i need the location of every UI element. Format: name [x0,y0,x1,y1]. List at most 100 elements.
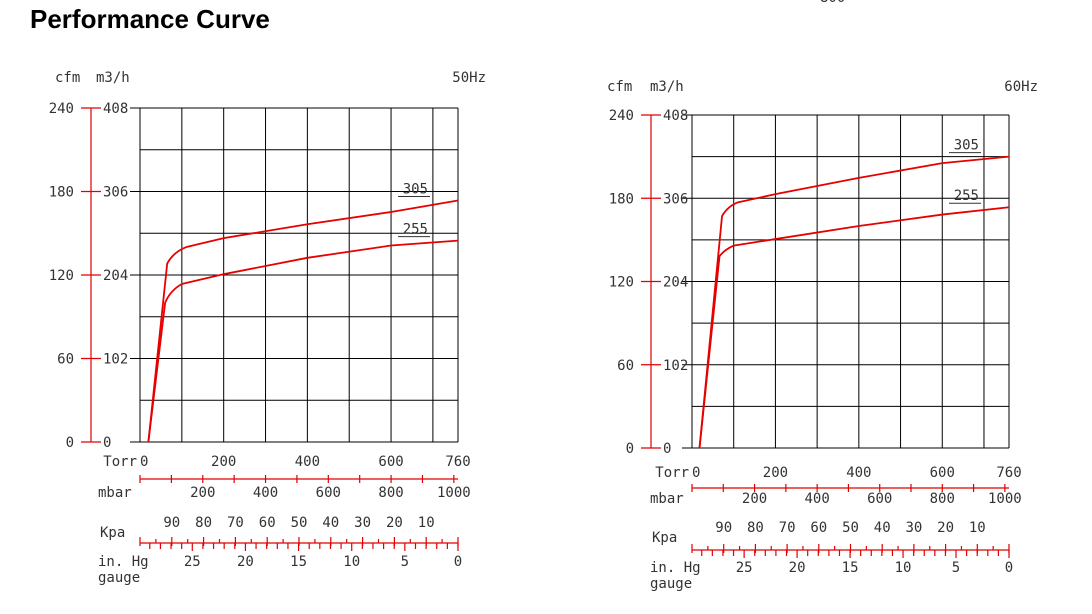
x-tick-torr: 0 [140,454,148,470]
x-label-inhg-gauge: gauge [98,570,140,586]
x-tick-kpa: 30 [905,520,922,536]
y-tick-cfm: 120 [49,268,74,284]
series-label: 255 [954,188,979,204]
frequency-label: 60Hz [1004,79,1038,95]
x-label-torr: Torr [103,454,137,470]
x-tick-kpa: 80 [195,515,212,531]
x-tick-mbar: 1000 [988,491,1022,507]
x-tick-inhg: 0 [1005,560,1013,576]
x-tick-torr: 200 [211,454,236,470]
series-line-305 [698,155,1010,449]
x-tick-mbar: 400 [253,485,278,501]
y-tick-cfm: 120 [609,275,634,291]
y-tick-m3h: 408 [103,101,128,117]
x-label-kpa: Kpa [652,530,677,546]
x-tick-kpa: 30 [354,515,371,531]
y-tick-m3h: 204 [663,275,688,291]
x-tick-torr: 200 [763,465,788,481]
x-tick-torr: 400 [846,465,871,481]
frequency-label: 50Hz [452,70,486,86]
grid-horizontal [692,114,1009,449]
x-tick-inhg: 5 [401,554,409,570]
x-label-kpa: Kpa [100,525,125,541]
x-tick-inhg: 0 [454,554,462,570]
y-tick-cfm: 60 [617,358,634,374]
series-line-255 [147,239,459,443]
y-tick-m3h: 0 [663,441,671,457]
y-unit-cfm: cfm [55,70,80,86]
series-label: 305 [403,182,428,198]
x-tick-torr: 760 [996,465,1021,481]
y-tick-m3h: 306 [663,191,688,207]
x-tick-inhg: 10 [343,554,360,570]
x-tick-kpa: 10 [969,520,986,536]
x-tick-kpa: 20 [386,515,403,531]
x-tick-kpa: 50 [842,520,859,536]
x-tick-inhg: 10 [895,560,912,576]
grid-horizontal [140,107,458,443]
x-tick-kpa: 60 [810,520,827,536]
y-tick-cfm: 240 [609,108,634,124]
series-label: 255 [403,222,428,238]
y-unit-cfm: cfm [607,79,632,95]
x-tick-kpa: 40 [874,520,891,536]
x-tick-kpa: 50 [291,515,308,531]
x-tick-inhg: 25 [184,554,201,570]
y-tick-cfm: 240 [49,101,74,117]
chart-60hz: cfm m3/h 60Hz 0 0 60 102 120 204 180 306 240 408 Torr… [607,79,1038,592]
x-tick-inhg: 5 [952,560,960,576]
x-tick-torr: 600 [930,465,955,481]
x-tick-kpa: 70 [779,520,796,536]
y-tick-m3h: 102 [663,358,688,374]
x-tick-inhg: 25 [736,560,753,576]
x-tick-torr: 600 [378,454,403,470]
x-tick-kpa: 60 [259,515,276,531]
series-label: 305 [954,138,979,154]
x-tick-inhg: 15 [842,560,859,576]
y-tick-cfm: 180 [49,185,74,201]
y-unit-m3h: m3/h [650,79,684,95]
x-tick-torr: 0 [692,465,700,481]
x-tick-mbar: 400 [804,491,829,507]
x-tick-kpa: 70 [227,515,244,531]
stray-header-text: 800 [820,0,845,6]
series-line-305 [147,199,459,443]
x-tick-mbar: 1000 [437,485,471,501]
x-tick-kpa: 40 [322,515,339,531]
page-title: Performance Curve [30,4,270,34]
y-tick-cfm: 0 [626,441,634,457]
x-tick-mbar: 600 [867,491,892,507]
x-label-mbar: mbar [650,491,684,507]
x-tick-torr: 760 [445,454,470,470]
y-tick-cfm: 60 [57,352,74,368]
x-label-inhg-gauge: gauge [650,576,692,592]
x-tick-kpa: 90 [715,520,732,536]
y-tick-m3h: 204 [103,268,128,284]
x-label-torr: Torr [655,465,689,481]
x-tick-mbar: 800 [378,485,403,501]
series-line-255 [698,206,1010,449]
x-tick-kpa: 20 [937,520,954,536]
x-tick-kpa: 90 [163,515,180,531]
y-tick-cfm: 0 [66,435,74,451]
y-tick-m3h: 306 [103,185,128,201]
stray-text: 800 [820,0,845,6]
x-tick-torr: 400 [295,454,320,470]
y-tick-m3h: 408 [663,108,688,124]
x-tick-kpa: 10 [418,515,435,531]
y-tick-m3h: 102 [103,352,128,368]
x-tick-inhg: 15 [290,554,307,570]
x-tick-mbar: 600 [316,485,341,501]
x-tick-mbar: 200 [190,485,215,501]
x-label-mbar: mbar [98,485,132,501]
x-tick-kpa: 80 [747,520,764,536]
x-tick-mbar: 200 [742,491,767,507]
chart-50hz: cfm m3/h 50Hz 0 0 60 102 120 204 180 306 240 408 Torr… [49,70,486,586]
y-tick-cfm: 180 [609,191,634,207]
x-label-inhg: in. Hg [650,560,701,576]
x-tick-inhg: 20 [237,554,254,570]
x-label-inhg: in. Hg [98,554,149,570]
x-tick-mbar: 800 [930,491,955,507]
y-tick-m3h: 0 [103,435,111,451]
y-unit-m3h: m3/h [96,70,130,86]
